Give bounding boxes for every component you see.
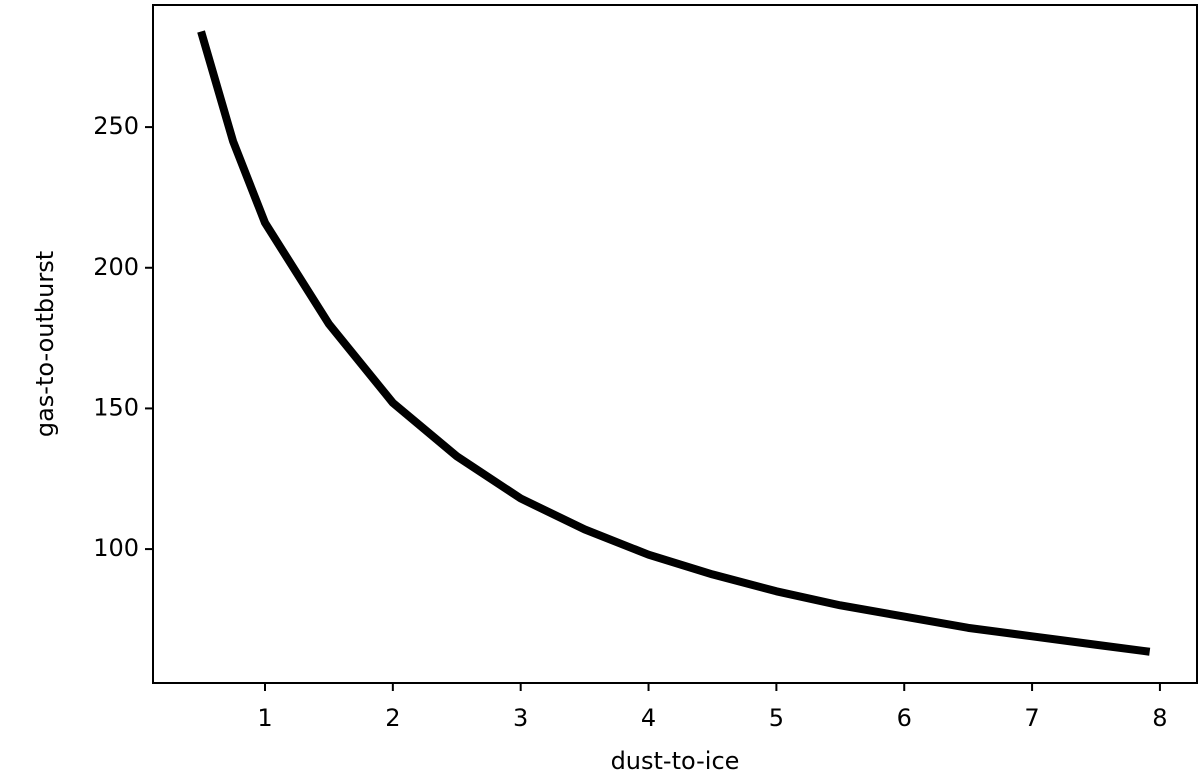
- y-tick-label: 100: [93, 534, 139, 562]
- x-tick-label: 5: [769, 704, 784, 732]
- x-tick-label: 7: [1024, 704, 1039, 732]
- y-tick-label: 250: [93, 112, 139, 140]
- x-tick-label: 1: [257, 704, 272, 732]
- x-tick-label: 4: [641, 704, 656, 732]
- x-tick-label: 2: [385, 704, 400, 732]
- x-tick-label: 8: [1152, 704, 1167, 732]
- y-axis-label: gas-to-outburst: [31, 251, 59, 437]
- data-line: [197, 30, 1151, 656]
- y-tick-label: 200: [93, 253, 139, 281]
- plot-frame: [152, 4, 1198, 684]
- x-tick-label: 6: [897, 704, 912, 732]
- x-axis-label: dust-to-ice: [611, 747, 740, 775]
- x-tick-label: 3: [513, 704, 528, 732]
- y-tick-label: 150: [93, 393, 139, 421]
